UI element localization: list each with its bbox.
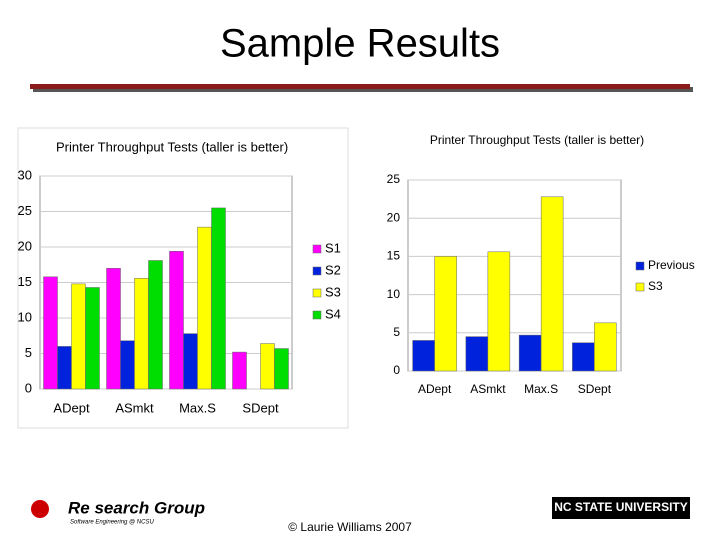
bar [594, 322, 617, 372]
bar [71, 283, 86, 390]
y-tick-label: 10 [18, 309, 32, 324]
legend-swatch [312, 244, 322, 254]
legend-label: S3 [648, 279, 663, 293]
legend-swatch [635, 261, 645, 271]
x-tick-label: Max.S [179, 400, 216, 415]
logo-sub: Software Engineering @ NCSU [70, 520, 154, 526]
y-tick-label: 15 [387, 249, 401, 263]
x-tick-label: SDept [578, 382, 612, 396]
legend-label: S2 [325, 262, 341, 277]
bar [134, 277, 149, 390]
logo-mark [31, 500, 49, 518]
bar [211, 207, 226, 390]
x-tick-label: ADept [53, 400, 90, 415]
bar [434, 256, 457, 372]
y-tick-label: 0 [25, 380, 32, 395]
y-tick-label: 5 [393, 325, 400, 339]
x-tick-label: Max.S [524, 382, 558, 396]
bar [148, 260, 163, 390]
bar [169, 251, 184, 390]
bar [183, 333, 198, 390]
bar [572, 342, 595, 372]
logo-text: Re search Group [68, 498, 205, 517]
x-tick-label: ADept [418, 382, 452, 396]
x-tick-label: ASmkt [115, 400, 154, 415]
y-tick-label: 15 [18, 274, 32, 289]
copyright: © Laurie Williams 2007 [288, 520, 412, 534]
y-tick-label: 10 [387, 287, 401, 301]
legend-label: S1 [325, 240, 341, 255]
bar [260, 343, 275, 390]
university-logo: NC STATE UNIVERSITY [554, 500, 688, 514]
y-tick-label: 20 [387, 210, 401, 224]
university-logo-bg [552, 497, 690, 519]
y-tick-label: 30 [18, 167, 32, 182]
chart-title: Printer Throughput Tests (taller is bett… [56, 139, 288, 154]
legend-swatch [635, 282, 645, 292]
slide-title: Sample Results [220, 22, 500, 66]
bar [518, 334, 542, 372]
legend-swatch [312, 310, 322, 320]
y-tick-label: 25 [18, 203, 32, 218]
bar [85, 287, 100, 390]
bar [57, 346, 72, 390]
bar [465, 336, 489, 372]
title-bar-shadow [33, 87, 693, 92]
legend-swatch [312, 266, 322, 276]
bar [197, 226, 212, 390]
bar [487, 251, 511, 372]
y-tick-label: 5 [25, 345, 32, 360]
bar [120, 340, 135, 390]
y-tick-label: 20 [18, 238, 32, 253]
legend-label: Previous [648, 258, 695, 272]
x-tick-label: ASmkt [470, 382, 506, 396]
chart-title: Printer Throughput Tests (taller is bett… [430, 133, 644, 147]
bar [43, 276, 58, 390]
bar [540, 196, 564, 372]
group-logo: Re search Group Software Engineering @ N… [31, 498, 205, 526]
legend-label: S4 [325, 306, 341, 321]
legend-swatch [312, 288, 322, 298]
y-tick-label: 25 [387, 172, 401, 186]
bar [412, 340, 435, 372]
y-tick-label: 0 [393, 363, 400, 377]
title-bar [30, 84, 690, 89]
bar [232, 351, 247, 390]
legend-label: S3 [325, 284, 341, 299]
x-tick-label: SDept [242, 400, 279, 415]
bar [274, 348, 289, 390]
bar [106, 268, 121, 390]
